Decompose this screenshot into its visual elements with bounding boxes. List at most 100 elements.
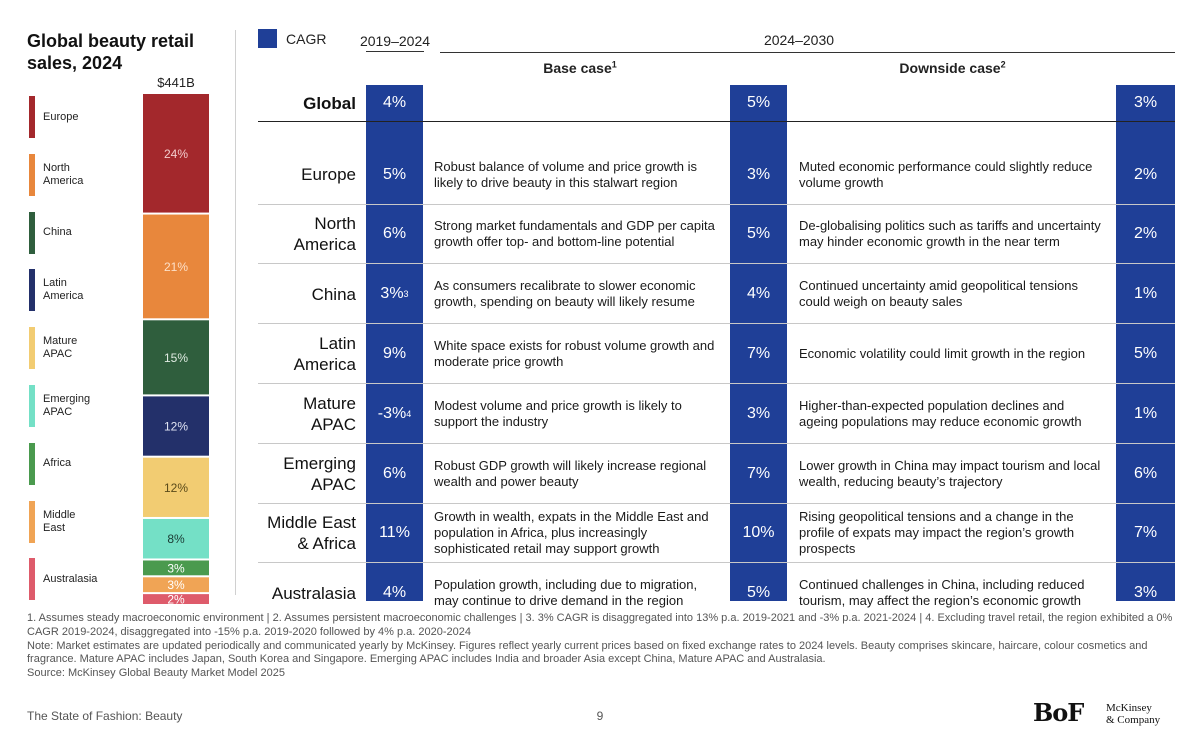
period-header-underline bbox=[366, 51, 424, 52]
legend-swatch bbox=[29, 269, 35, 312]
cagr-legend-swatch bbox=[258, 29, 277, 48]
legend-swatch bbox=[29, 500, 35, 543]
downside-case-description: Lower growth in China may impact tourism… bbox=[799, 457, 1101, 489]
footnote-ref: 2 bbox=[1000, 59, 1006, 70]
cagr-2019-2024-value: 4% bbox=[366, 563, 423, 623]
footnote-text: 1. Assumes steady macroeconomic environm… bbox=[27, 612, 1173, 638]
row-divider bbox=[258, 121, 1175, 122]
publication-name: The State of Fashion: Beauty bbox=[27, 709, 183, 723]
legend-swatch bbox=[29, 327, 35, 370]
cagr-value-text: 4% bbox=[382, 94, 407, 111]
cagr-value-text: 11% bbox=[379, 524, 410, 542]
page-number: 9 bbox=[596, 709, 604, 723]
downside-case-header: Downside case2 bbox=[790, 60, 1115, 76]
legend-swatch bbox=[29, 96, 35, 138]
cagr-2019-2024-value: 9% bbox=[366, 324, 423, 384]
cagr-2019-2024-value: 6% bbox=[366, 444, 423, 504]
footnotes: 1. Assumes steady macroeconomic environm… bbox=[27, 612, 1187, 681]
cagr-value-text: 9% bbox=[382, 345, 407, 363]
downside-case-cagr-value: 7% bbox=[1133, 524, 1158, 542]
downside-case-description: Continued challenges in China, including… bbox=[799, 577, 1085, 609]
panel-divider bbox=[235, 30, 236, 595]
base-case-cagr-value: 7% bbox=[746, 464, 771, 482]
legend-label: Australasia bbox=[43, 572, 98, 585]
legend-label: Latin America bbox=[43, 277, 84, 303]
downside-case-cagr-value: 5% bbox=[1133, 345, 1158, 363]
downside-case-description: Rising geopolitical tensions and a chang… bbox=[799, 509, 1075, 557]
cagr-legend-label: CAGR bbox=[286, 31, 327, 47]
bar-value-label: 12% bbox=[164, 420, 188, 434]
region-row: Mature APAC -3% 4 Modest volume and price g… bbox=[258, 384, 1175, 444]
bar-segment bbox=[143, 214, 209, 319]
region-name: North America bbox=[293, 214, 356, 255]
bar-value-label: 21% bbox=[164, 260, 188, 274]
region-name: Australasia bbox=[271, 583, 356, 603]
bar-segment bbox=[143, 320, 209, 395]
cagr-2019-2024-value: 4% bbox=[366, 85, 423, 121]
base-case-description bbox=[434, 85, 724, 121]
region-name: Mature APAC bbox=[303, 393, 356, 434]
base-case-description: White space exists for robust volume gro… bbox=[434, 338, 715, 370]
base-case-cagr-value: 5% bbox=[746, 584, 771, 602]
legend-label: Emerging APAC bbox=[43, 393, 91, 418]
base-case-cagr-value: 10% bbox=[742, 524, 775, 542]
base-case-title: Base case bbox=[543, 60, 612, 76]
legend-label: Africa bbox=[43, 457, 72, 470]
region-name: Europe bbox=[301, 165, 356, 185]
cagr-value-text: 4% bbox=[382, 584, 407, 602]
bar-value-label: 8% bbox=[167, 532, 185, 546]
stacked-bar-chart: 24%21%15%12%12%8%3%3%2% bbox=[143, 94, 209, 607]
region-row: Emerging APAC 6% Robust GDP growth will li… bbox=[258, 444, 1175, 504]
note-text: Note: Market estimates are updated perio… bbox=[27, 639, 1148, 666]
bar-segment bbox=[143, 518, 209, 559]
base-case-cagr-value: 3% bbox=[746, 404, 771, 422]
legend-label: North America bbox=[43, 161, 84, 187]
cagr-column-2019-2024 bbox=[366, 85, 423, 601]
base-case-cagr-value: 7% bbox=[746, 345, 771, 363]
region-name: Global bbox=[303, 93, 356, 113]
row-divider bbox=[258, 323, 1175, 325]
legend-swatch bbox=[29, 153, 35, 196]
downside-case-description: Muted economic performance could slightl… bbox=[799, 158, 1093, 190]
period-header-2024-2030: 2024–2030 bbox=[763, 32, 835, 48]
legend-label: China bbox=[43, 226, 72, 239]
region-row: North America 6% Strong market fundamental… bbox=[258, 205, 1175, 265]
region-name: China bbox=[311, 284, 356, 304]
legend-label: Mature APAC bbox=[43, 335, 78, 361]
period-header-2019-2024: 2019–2024 bbox=[359, 33, 431, 49]
downside-case-description: Higher-than-expected population declines… bbox=[799, 397, 1082, 429]
region-row: Middle East & Africa 11% Growth in wealth,… bbox=[258, 504, 1175, 564]
region-name: Latin America bbox=[293, 334, 356, 375]
base-case-description: Strong market fundamentals and GDP per c… bbox=[434, 218, 715, 250]
chart-title: Global beauty retail sales, 2024 bbox=[27, 31, 195, 73]
cagr-value-text: 3% bbox=[380, 285, 404, 303]
legend-label: Middle East bbox=[43, 508, 76, 534]
base-case-cagr-value: 3% bbox=[746, 165, 771, 183]
cagr-2019-2024-value: 11% bbox=[366, 504, 423, 564]
legend-swatch bbox=[29, 211, 35, 254]
bar-segment bbox=[143, 560, 209, 576]
legend-label: Europe bbox=[43, 110, 79, 123]
region-name: Middle East & Africa bbox=[267, 513, 356, 554]
footnote-ref: 1 bbox=[611, 59, 617, 70]
global-row: Global 4% 5% 3% bbox=[258, 85, 1175, 145]
downside-case-cagr-value: 3% bbox=[1133, 94, 1158, 111]
base-case-description: Robust balance of volume and price growt… bbox=[434, 158, 698, 190]
bar-value-label: 24% bbox=[164, 147, 188, 161]
bar-value-label: 2% bbox=[167, 593, 185, 607]
cagr-2019-2024-value: 6% bbox=[366, 205, 423, 265]
row-divider bbox=[258, 562, 1175, 564]
downside-case-cagr-value: 1% bbox=[1133, 404, 1158, 422]
cagr-value-text: 5% bbox=[382, 165, 407, 183]
base-case-description: Modest volume and price growth is likely… bbox=[434, 397, 682, 429]
bar-segment bbox=[143, 594, 209, 604]
downside-case-cagr-value: 2% bbox=[1133, 165, 1158, 183]
downside-case-description: Continued uncertainty amid geopolitical … bbox=[799, 278, 1078, 310]
downside-case-description: De-globalising politics such as tariffs … bbox=[799, 218, 1101, 250]
region-row: Latin America 9% White space exists for ro… bbox=[258, 324, 1175, 384]
cagr-column-base-case bbox=[730, 85, 787, 601]
base-case-description: Robust GDP growth will likely increase r… bbox=[434, 457, 707, 489]
region-row: Australasia 4% Population growth, includin… bbox=[258, 563, 1175, 623]
bar-value-label: 3% bbox=[167, 578, 185, 592]
source-text: Source: McKinsey Global Beauty Market Mo… bbox=[27, 667, 286, 680]
